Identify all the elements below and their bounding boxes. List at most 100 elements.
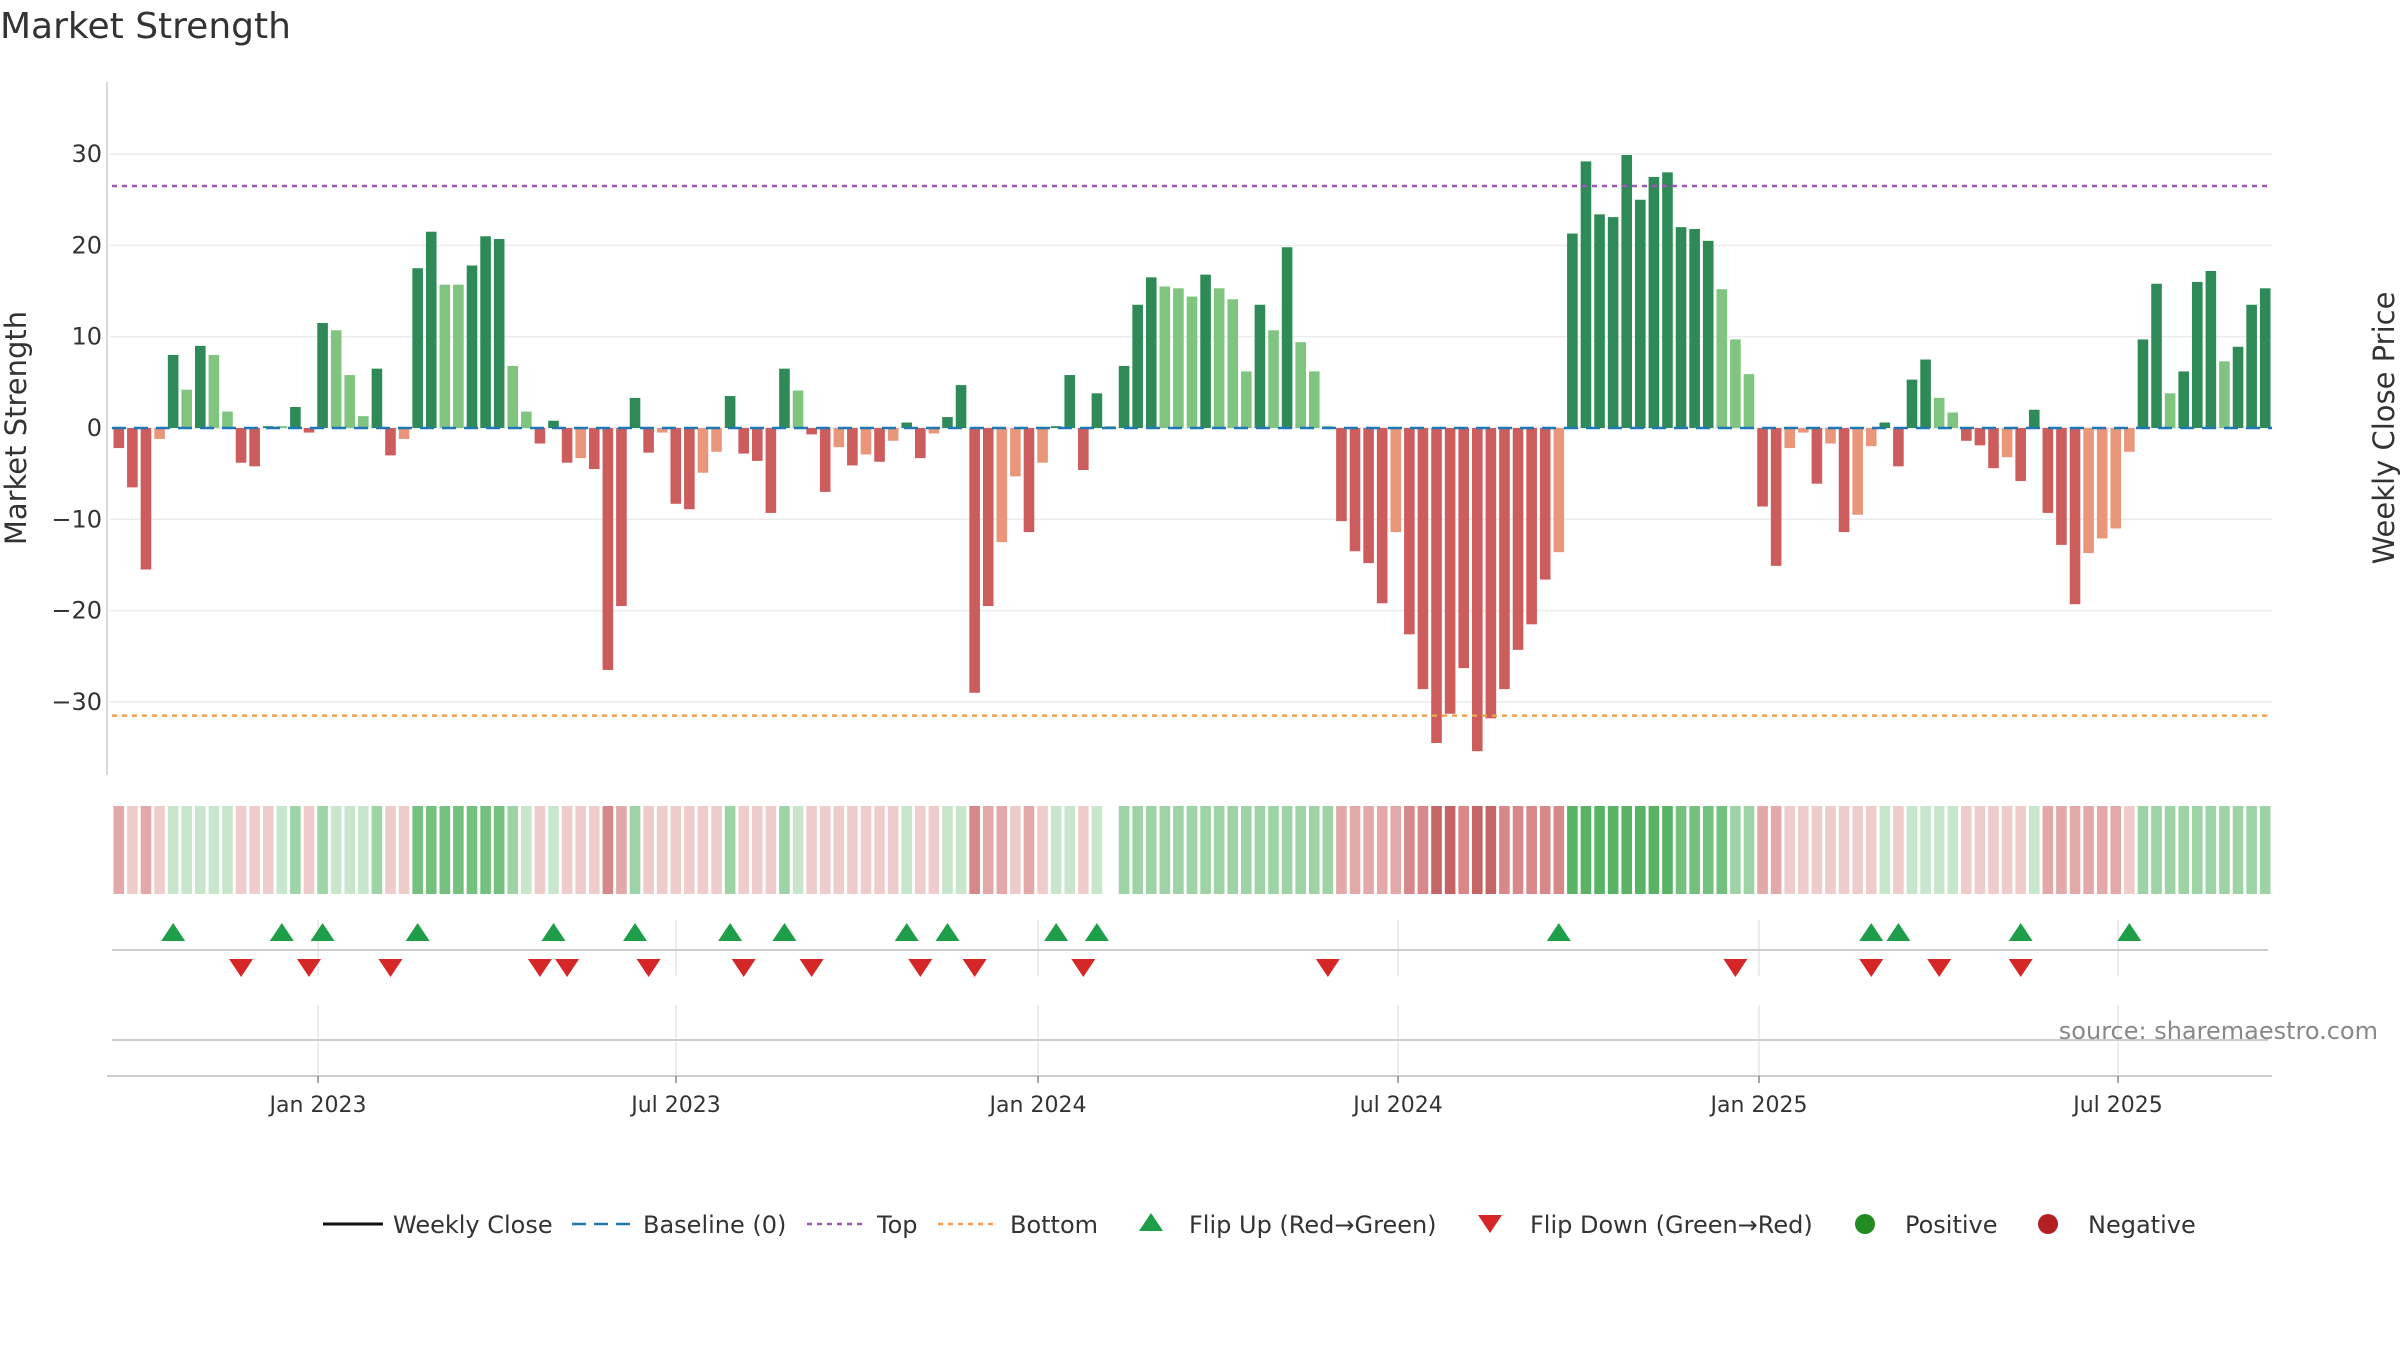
- band-cell: [1295, 806, 1306, 894]
- band-cell: [711, 806, 722, 894]
- band-cell: [751, 806, 763, 894]
- strength-bar: [1417, 428, 1429, 690]
- band-cell: [1730, 806, 1741, 894]
- strength-bar: [1607, 217, 1619, 428]
- strength-bar: [276, 426, 288, 428]
- strength-bar: [1132, 304, 1143, 428]
- band-cell: [1485, 806, 1497, 894]
- band-cell: [412, 806, 423, 894]
- strength-bar: [1553, 428, 1565, 553]
- band-cell: [2124, 806, 2135, 894]
- y-tick-label: −30: [51, 688, 102, 716]
- band-cell: [2191, 806, 2203, 894]
- strength-bar: [1702, 240, 1714, 428]
- strength-bar: [670, 428, 682, 504]
- strength-bar: [1444, 428, 1456, 714]
- band-cell: [1675, 806, 1687, 894]
- chart-title: Market Strength: [0, 6, 291, 47]
- legend-flip-up-icon: [1139, 1213, 1163, 1231]
- band-cell: [2164, 806, 2176, 894]
- strength-bar: [140, 428, 152, 570]
- strength-bar: [181, 389, 193, 428]
- flip-up-marker: [718, 923, 743, 941]
- strength-bar: [1078, 428, 1089, 470]
- flip-up-marker: [405, 923, 430, 941]
- strength-bar: [1145, 277, 1157, 428]
- y2-axis-label: Weekly Close Price: [2367, 292, 2400, 565]
- strength-bar: [1716, 289, 1728, 428]
- band-cell: [1512, 806, 1524, 894]
- band-cell: [738, 806, 749, 894]
- flip-up-marker: [1084, 923, 1109, 941]
- band-cell: [684, 806, 695, 894]
- legend-flip-up-label: Flip Up (Red→Green): [1189, 1211, 1437, 1239]
- strength-bar: [656, 428, 668, 433]
- strength-bar: [1811, 428, 1823, 484]
- band-cell: [466, 806, 478, 894]
- band-cell: [1757, 806, 1768, 894]
- strength-bar: [969, 428, 980, 693]
- legend-negative-label: Negative: [2088, 1211, 2196, 1239]
- flip-down-marker: [1723, 959, 1748, 977]
- strength-bar: [1376, 428, 1388, 604]
- strength-bar: [154, 428, 165, 439]
- band-cell: [1838, 806, 1850, 894]
- strength-bar: [1186, 296, 1198, 428]
- band-cell: [1322, 806, 1334, 894]
- band-cell: [1390, 806, 1402, 894]
- strength-bar: [1512, 428, 1524, 650]
- y-axis-label: Market Strength: [0, 311, 33, 545]
- band-cell: [887, 806, 899, 894]
- band-cell: [2042, 806, 2054, 894]
- band-cell: [616, 806, 627, 894]
- strength-bar: [1961, 428, 1972, 441]
- strength-bar: [1730, 339, 1741, 428]
- x-tick-label: Jul 2023: [629, 1093, 721, 1118]
- band-cell: [942, 806, 953, 894]
- strength-bar: [480, 236, 491, 428]
- flip-down-marker: [378, 959, 403, 977]
- band-cell: [969, 806, 980, 894]
- strength-bar: [507, 365, 519, 428]
- strength-bar: [330, 330, 342, 428]
- strength-bar: [1010, 428, 1021, 477]
- strength-bar: [1458, 428, 1469, 669]
- strength-bars: [113, 155, 2271, 752]
- band-cell: [1702, 806, 1714, 894]
- strength-bar: [1784, 428, 1796, 449]
- strength-bar: [127, 428, 138, 488]
- band-cell: [127, 806, 138, 894]
- strength-bar: [588, 428, 600, 470]
- strength-bar: [1852, 428, 1863, 515]
- band-cell: [1376, 806, 1388, 894]
- y-tick-label: −10: [51, 505, 102, 533]
- strength-bar: [1485, 428, 1497, 719]
- band-cell: [290, 806, 301, 894]
- strength-bar: [1390, 428, 1402, 533]
- y-tick-label: 0: [87, 414, 102, 442]
- strength-bar: [1050, 426, 1062, 428]
- band-cell: [1635, 806, 1646, 894]
- flip-up-marker: [269, 923, 294, 941]
- band-cell: [1444, 806, 1456, 894]
- band-cell: [1743, 806, 1755, 894]
- strength-bar: [534, 428, 546, 444]
- band-cell: [2246, 806, 2257, 894]
- strength-bar: [1920, 359, 1931, 428]
- band-cell: [534, 806, 546, 894]
- band-cell: [901, 806, 913, 894]
- x-tick-label: Jul 2024: [1351, 1093, 1443, 1118]
- band-cell: [1471, 806, 1483, 894]
- band-cell: [1173, 806, 1184, 894]
- strength-bar: [887, 428, 899, 441]
- band-cell: [2137, 806, 2149, 894]
- band-cell: [1621, 806, 1633, 894]
- band-cell: [1825, 806, 1836, 894]
- band-cell: [208, 806, 220, 894]
- strength-bar: [1349, 428, 1361, 552]
- band-cell: [521, 806, 532, 894]
- band-cell: [1974, 806, 1986, 894]
- band-cell: [996, 806, 1008, 894]
- band-cell: [1349, 806, 1361, 894]
- band-cell: [2056, 806, 2067, 894]
